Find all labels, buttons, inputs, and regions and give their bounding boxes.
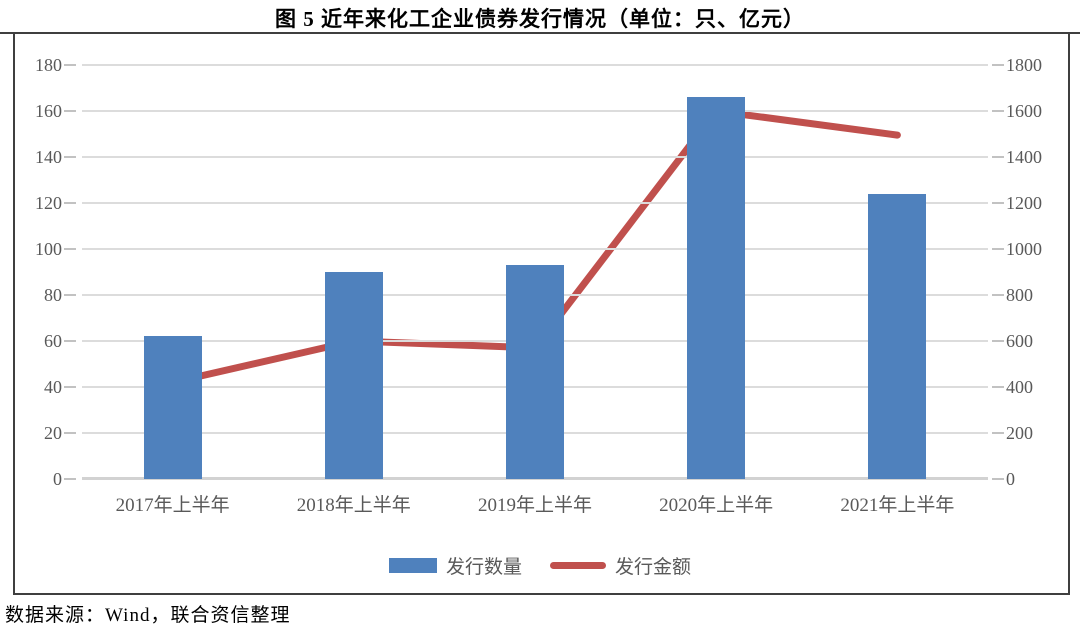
legend-bar-swatch-icon bbox=[388, 557, 437, 573]
bar bbox=[868, 193, 927, 479]
legend: 发行数量 发行金额 bbox=[0, 551, 1080, 579]
legend-line-swatch-icon bbox=[550, 561, 606, 569]
chart-title: 图 5 近年来化工企业债券发行情况（单位：只、亿元） bbox=[275, 7, 805, 31]
legend-bar-label: 发行数量 bbox=[445, 556, 522, 578]
bar bbox=[143, 336, 202, 479]
plot-area bbox=[82, 64, 988, 480]
chart-frame bbox=[13, 33, 1070, 595]
gridline bbox=[82, 248, 988, 250]
data-source: 数据来源：Wind，联合资信整理 bbox=[5, 605, 291, 626]
bar bbox=[324, 272, 383, 479]
gridline bbox=[82, 202, 988, 204]
bar bbox=[506, 265, 564, 479]
legend-line-label: 发行金额 bbox=[615, 556, 692, 578]
gridline bbox=[82, 64, 988, 66]
gridline bbox=[82, 156, 988, 158]
gridline bbox=[82, 110, 988, 112]
bar bbox=[687, 97, 746, 479]
title-divider bbox=[0, 32, 1080, 34]
